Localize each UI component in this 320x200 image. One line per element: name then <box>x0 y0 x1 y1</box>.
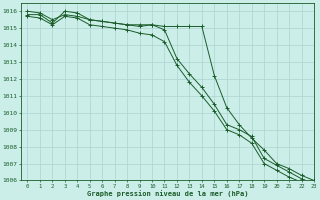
X-axis label: Graphe pression niveau de la mer (hPa): Graphe pression niveau de la mer (hPa) <box>87 190 248 197</box>
